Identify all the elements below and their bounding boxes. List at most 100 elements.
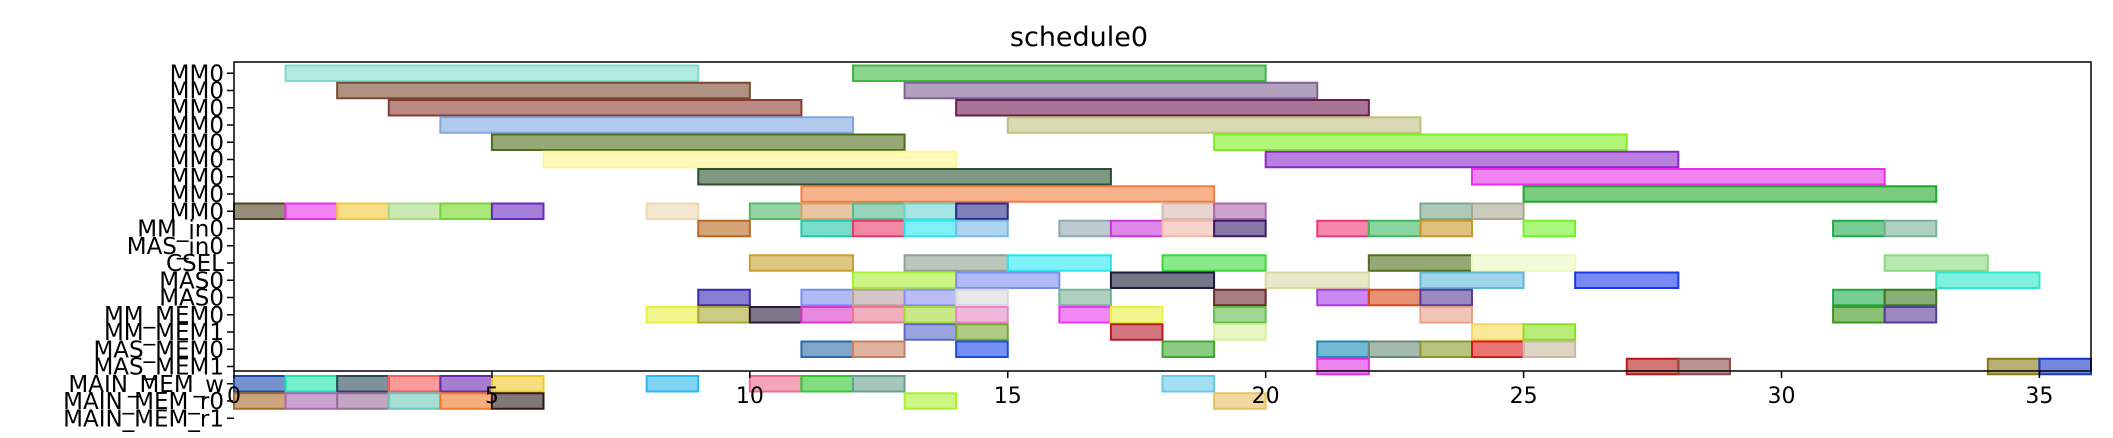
x-tick-label: 20 (1252, 384, 1280, 409)
task-bar (1006, 116, 1422, 134)
task-bar (1935, 271, 2041, 289)
task-bar (1264, 271, 1370, 289)
task-bar (233, 375, 287, 393)
task-bar (1419, 288, 1473, 307)
task-bar (1058, 219, 1112, 238)
task-bar (955, 202, 1009, 220)
task-bar (955, 288, 1009, 307)
task-bar (490, 392, 545, 410)
chart-title: schedule0 (1010, 22, 1148, 53)
task-bar (336, 392, 390, 410)
task-bar (1367, 340, 1422, 358)
task-bar (645, 375, 700, 393)
task-bar (697, 306, 751, 324)
task-bar (697, 288, 751, 307)
task-bar (1213, 219, 1267, 238)
task-bar (336, 202, 390, 220)
task-bar (903, 323, 958, 341)
lane-label: MAS0 (159, 286, 224, 312)
task-bar (336, 375, 390, 393)
task-bar (1522, 323, 1577, 341)
task-bar (1471, 254, 1577, 272)
task-bar (233, 392, 287, 410)
task-bar (1471, 168, 1886, 186)
lane-label: MM_in0 (137, 217, 224, 243)
task-bar (748, 254, 854, 272)
task-bar (645, 306, 700, 324)
task-bar (1677, 357, 1731, 376)
lane-label: MM0 (170, 61, 224, 87)
task-bar (1832, 306, 1886, 324)
task-bar (1522, 340, 1577, 358)
task-bar (1316, 219, 1370, 238)
lane-label: MAS_MEM1 (93, 355, 224, 381)
task-bar (1419, 306, 1473, 324)
task-bar (1213, 202, 1267, 220)
task-bar (1471, 202, 1525, 220)
x-axis: 0 5 10 15 20 25 30 35 (227, 371, 2053, 409)
task-bar (284, 64, 700, 82)
lane-label: MM0 (170, 96, 224, 122)
plot-frame (233, 61, 2092, 372)
lane-label: MAIN_MEM_r1 (63, 406, 224, 432)
task-bar (1264, 150, 1680, 169)
task-bar (800, 375, 855, 393)
x-tick-label: 15 (994, 384, 1022, 409)
task-bar (542, 150, 958, 169)
task-bar (697, 219, 751, 238)
task-bar (1109, 219, 1164, 238)
task-bar (1109, 306, 1164, 324)
task-bar (1213, 133, 1628, 151)
lane-labels: MM0MM0MM0MM0MM0MM0MM0MM0MM0MM_in0MAS_in0… (63, 61, 224, 432)
task-bar (903, 202, 958, 220)
task-bar (1213, 288, 1267, 307)
x-tick-label: 0 (227, 384, 241, 409)
task-bar (490, 202, 545, 220)
lane-label: MM0 (170, 79, 224, 105)
task-bar (800, 288, 855, 307)
task-bar (645, 202, 700, 220)
x-tick-label: 25 (1510, 384, 1538, 409)
task-bar (1058, 288, 1112, 307)
lane-label: MM0 (170, 165, 224, 191)
task-bar (1574, 271, 1680, 289)
x-tick-label: 35 (2025, 384, 2053, 409)
task-bar (1213, 392, 1267, 410)
task-bar (852, 202, 906, 220)
task-bar (1161, 340, 1216, 358)
task-bar (1522, 185, 1938, 203)
task-bar (1109, 271, 1216, 289)
task-bar (233, 202, 287, 220)
y-ticks (227, 72, 234, 419)
task-bar (1367, 288, 1422, 307)
task-bar (800, 185, 1216, 203)
task-bar (387, 392, 442, 410)
task-bar (1161, 219, 1216, 238)
task-bar (955, 99, 1370, 117)
task-bar (490, 375, 545, 393)
task-bar (903, 392, 958, 410)
lane-label: MM0 (170, 113, 224, 139)
lane-label: MM_MEM1 (104, 320, 224, 346)
task-bar (1883, 306, 1938, 324)
task-bar (955, 340, 1009, 358)
task-bar (903, 254, 1009, 272)
task-bar (852, 219, 906, 238)
lane-label: MAIN_MEM_r0 (63, 389, 224, 415)
task-bar (1161, 202, 1216, 220)
lane-label: MM0 (170, 130, 224, 156)
task-bar (903, 288, 958, 307)
task-bar (1161, 254, 1267, 272)
task-bar (903, 219, 958, 238)
task-bar (852, 64, 1267, 82)
lane-label: MM0 (170, 182, 224, 208)
lane-label: MAIN_MEM_w (68, 372, 224, 398)
task-bar (1367, 254, 1474, 272)
lane-label: CSEL (166, 251, 224, 277)
task-bar (800, 202, 855, 220)
task-bar (387, 202, 442, 220)
task-bar (1213, 306, 1267, 324)
task-bars (233, 64, 2092, 410)
task-bar (697, 168, 1112, 186)
